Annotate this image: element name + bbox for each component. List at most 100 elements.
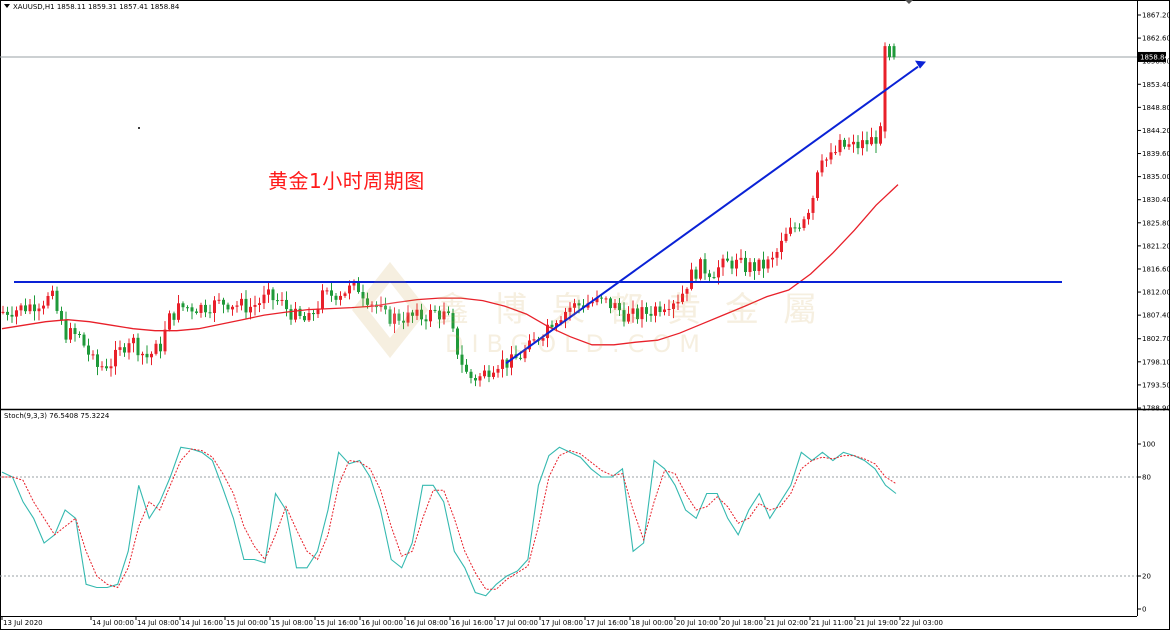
price-tick-label: 1812.00: [1142, 289, 1170, 297]
candle-body: [825, 159, 828, 161]
candle-body: [388, 309, 392, 324]
candle-body: [883, 46, 887, 132]
candle-body: [600, 297, 603, 299]
candle-body: [465, 364, 468, 372]
candle-body: [654, 306, 657, 316]
candle-body: [802, 219, 806, 228]
candle-body: [604, 298, 608, 300]
time-tick-label: 14 Jul 16:00: [181, 619, 223, 627]
candle-body: [618, 303, 621, 311]
candle-body: [10, 314, 14, 317]
price-tick-label: 1844.20: [1142, 127, 1170, 135]
candlesticks: [1, 42, 896, 387]
candle-body: [402, 320, 405, 323]
candle-body: [811, 198, 815, 213]
candle-body: [123, 347, 126, 353]
candle-body: [55, 290, 59, 311]
symbol-label: XAUUSD,H1: [13, 3, 55, 11]
candle-body: [699, 259, 702, 279]
candle-body: [181, 303, 185, 308]
main-chart-header: XAUUSD,H1 1858.11 1859.31 1857.41 1858.8…: [4, 3, 179, 11]
candle-body: [19, 305, 23, 311]
time-tick-label: 16 Jul 16:00: [451, 619, 493, 627]
candle-body: [150, 353, 153, 358]
price-tick-label: 1802.70: [1142, 335, 1170, 343]
candle-body: [879, 126, 882, 144]
scroll-marker-icon: [905, 0, 913, 4]
candle-body: [640, 307, 644, 320]
dropdown-triangle-icon[interactable]: [4, 4, 10, 8]
candle-body: [78, 334, 81, 336]
candle-body: [775, 251, 779, 258]
candle-body: [676, 301, 680, 304]
candle-body: [622, 310, 626, 322]
time-tick-label: 17 Jul 08:00: [541, 619, 583, 627]
time-tick-label: 17 Jul 00:00: [496, 619, 538, 627]
candle-body: [154, 343, 158, 354]
stoch-header: Stoch(9,3,3) 76.5408 75.3224: [4, 412, 110, 420]
candle-body: [892, 46, 896, 58]
candle-body: [856, 141, 860, 149]
candle-body: [276, 300, 279, 302]
price-tick-label: 1788.90: [1142, 405, 1170, 413]
time-tick-label: 17 Jul 16:00: [586, 619, 628, 627]
candle-body: [105, 366, 108, 369]
candle-body: [91, 354, 95, 356]
candle-body: [397, 313, 401, 321]
candle-body: [240, 298, 243, 306]
candle-body: [861, 140, 864, 149]
time-tick-label: 21 Jul 02:00: [766, 619, 808, 627]
candle-body: [190, 307, 194, 312]
candle-body: [114, 349, 117, 367]
candle-body: [523, 349, 527, 359]
candle-body: [748, 262, 752, 273]
candle-body: [550, 324, 554, 328]
candle-body: [6, 311, 9, 315]
candle-body: [366, 298, 369, 305]
candle-body: [834, 152, 837, 154]
stoch-tick-label: 20: [1142, 573, 1151, 581]
candle-body: [87, 345, 90, 355]
price-tick-label: 1839.60: [1142, 150, 1170, 158]
candle-body: [555, 322, 558, 328]
candle-body: [235, 305, 239, 307]
candle-body: [294, 308, 297, 320]
candle-body: [501, 359, 504, 369]
candle-body: [28, 304, 32, 312]
candle-body: [136, 337, 140, 356]
candle-body: [636, 308, 639, 320]
candle-body: [118, 347, 122, 350]
candle-body: [478, 376, 482, 381]
candle-body: [744, 257, 747, 273]
time-tick-label: 15 Jul 08:00: [271, 619, 313, 627]
candle-body: [168, 313, 171, 330]
candle-body: [703, 259, 707, 274]
time-tick-label: 14 Jul 00:00: [92, 619, 134, 627]
candle-body: [573, 303, 576, 308]
candle-body: [658, 306, 662, 313]
candle-body: [370, 304, 374, 306]
candle-body: [132, 337, 135, 344]
price-tick-label: 1816.60: [1142, 265, 1170, 273]
candle-body: [325, 290, 329, 292]
candle-body: [307, 312, 311, 321]
time-tick-label: 21 Jul 11:00: [811, 619, 853, 627]
candle-body: [172, 313, 176, 320]
candle-body: [312, 312, 315, 315]
candle-body: [352, 281, 356, 286]
candle-body: [127, 343, 131, 353]
candle-body: [838, 139, 842, 153]
candle-body: [469, 371, 473, 378]
price-tick-label: 1848.80: [1142, 104, 1170, 112]
candle-body: [204, 304, 207, 313]
candle-body: [208, 312, 212, 314]
candle-body: [789, 227, 792, 234]
candle-body: [712, 277, 716, 279]
candle-body: [357, 281, 360, 293]
candle-body: [424, 319, 428, 322]
candle-body: [546, 324, 549, 339]
candle-body: [145, 353, 149, 358]
stoch-tick-label: 100: [1142, 441, 1155, 449]
candle-body: [888, 46, 891, 58]
